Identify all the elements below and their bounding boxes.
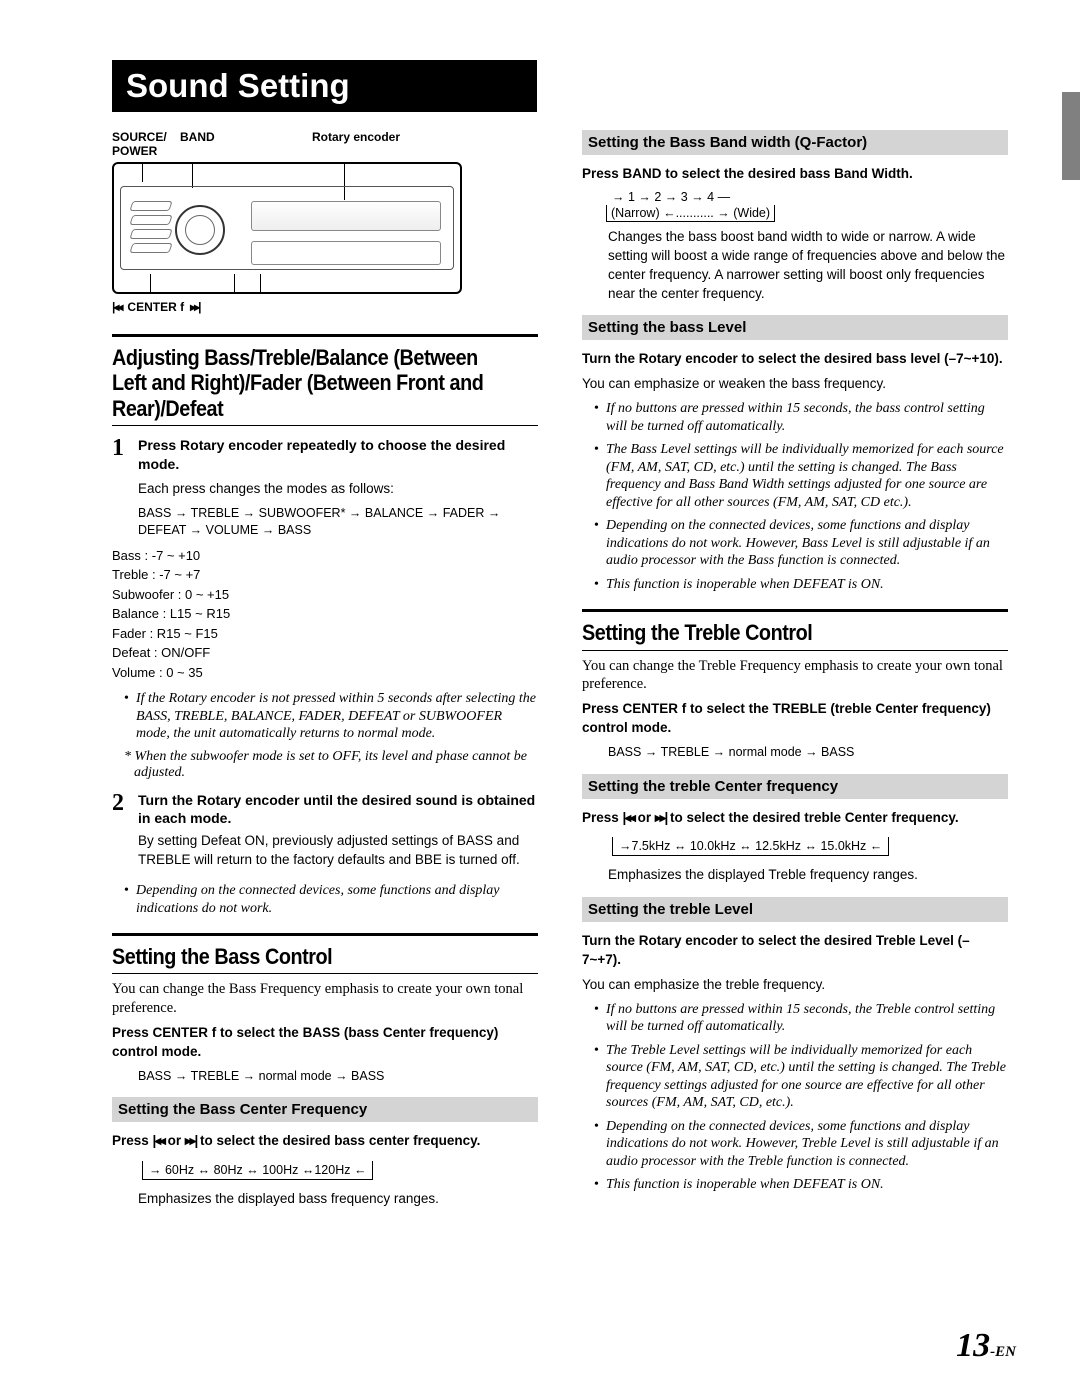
step1-star-note: * When the subwoofer mode is set to OFF,… [124,749,538,781]
list-item: This function is inoperable when DEFEAT … [594,1176,1008,1194]
section-adjust-title: Adjusting Bass/Treble/Balance (Between L… [112,345,495,421]
q-press: Press BAND to select the desired bass Ba… [582,165,1008,184]
treble-seq: BASS → TREBLE → normal mode → BASS [608,744,1008,762]
subhead-q-factor: Setting the Bass Band width (Q-Factor) [582,130,1008,155]
list-item: If no buttons are pressed within 15 seco… [594,400,1008,435]
page-number: 13-EN [956,1327,1016,1365]
bass-freq-box: → 60Hz ↔ 80Hz ↔ 100Hz ↔120Hz ← [142,1161,373,1180]
bass-center-press: Press |◂◂ or ▸▸| to select the desired b… [112,1132,538,1151]
step1-ranges: Bass : -7 ~ +10 Treble : -7 ~ +7 Subwoof… [112,546,538,683]
list-item: The Treble Level settings will be indivi… [594,1042,1008,1112]
treble-out: Emphasizes the displayed Treble frequenc… [608,866,1008,885]
step1-note: If the Rotary encoder is not pressed wit… [124,690,538,743]
next-icon: ▸▸| [185,1133,196,1148]
list-item: If no buttons are pressed within 15 seco… [594,1001,1008,1036]
page-title: Sound Setting [126,67,350,105]
list-item: The Bass Level settings will be individu… [594,441,1008,511]
treble-level-desc: You can emphasize the treble frequency. [582,976,1008,995]
list-item: Depending on the connected devices, some… [594,517,1008,570]
step2-note: Depending on the connected devices, some… [124,882,538,917]
blevel-desc: You can emphasize or weaken the bass fre… [582,375,1008,394]
prev-icon: |◂◂ [623,810,634,825]
device-bottom-labels: |◂◂ CENTER f ▸▸| [112,300,538,314]
page-title-bar: Sound Setting [112,60,537,112]
treble-bullets: If no buttons are pressed within 15 seco… [594,1001,1008,1194]
device-top-labels: SOURCE/POWER BAND Rotary encoder [112,130,538,158]
bass-freq-out: Emphasizes the displayed bass frequency … [138,1190,538,1209]
next-icon: ▸▸| [190,300,199,314]
treble-intro: You can change the Treble Frequency emph… [582,657,1008,695]
blevel-turn: Turn the Rotary encoder to select the de… [582,350,1008,369]
step1-desc: Each press changes the modes as follows: [138,480,538,499]
step-number: 2 [112,791,138,877]
rotary-knob-icon [175,205,225,255]
right-column: Setting the Bass Band width (Q-Factor) P… [582,130,1008,1215]
subhead-bass-center: Setting the Bass Center Frequency [112,1097,538,1122]
label-power: POWER [112,144,157,158]
label-rotary: Rotary encoder [312,130,400,158]
band-diagram: → 1 → 2 → 3 → 4 — (Narrow) ←........... … [602,190,1008,222]
device-screen [251,201,441,231]
bass-intro: You can change the Bass Frequency emphas… [112,980,538,1018]
section-bass-control: Setting the Bass Control [112,944,495,969]
blevel-bullets: If no buttons are pressed within 15 seco… [594,400,1008,593]
subhead-treble-center: Setting the treble Center frequency [582,774,1008,799]
thumb-tab [1062,92,1080,180]
left-column: SOURCE/POWER BAND Rotary encoder |◂◂ CEN… [112,130,538,1215]
label-center-f: CENTER f [127,300,184,314]
label-source: SOURCE/ [112,130,167,144]
device-buttons [131,201,171,257]
treble-center-press: Press |◂◂ or ▸▸| to select the desired t… [582,809,1008,828]
device-slot [251,241,441,265]
section-treble-control: Setting the Treble Control [582,620,965,645]
step-2: 2 Turn the Rotary encoder until the desi… [112,791,538,877]
list-item: This function is inoperable when DEFEAT … [594,576,1008,594]
device-figure [112,162,462,294]
subhead-bass-level: Setting the bass Level [582,315,1008,340]
device-body [120,186,454,270]
step-1: 1 Press Rotary encoder repeatedly to cho… [112,436,538,474]
label-band: BAND [180,130,312,158]
step2-desc: By setting Defeat ON, previously adjuste… [138,832,538,870]
bass-seq: BASS → TREBLE → normal mode → BASS [138,1068,538,1086]
subhead-treble-level: Setting the treble Level [582,897,1008,922]
treble-level-turn: Turn the Rotary encoder to select the de… [582,932,1008,970]
next-icon: ▸▸| [655,810,666,825]
step-number: 1 [112,436,138,474]
q-desc: Changes the bass boost band width to wid… [608,228,1008,304]
prev-icon: |◂◂ [153,1133,164,1148]
step1-seq: BASS → TREBLE → SUBWOOFER* → BALANCE → F… [138,505,538,540]
treble-press: Press CENTER f to select the TREBLE (tre… [582,700,1008,738]
treble-freq-box: →7.5kHz ↔ 10.0kHz ↔ 12.5kHz ↔ 15.0kHz ← [612,837,889,856]
list-item: Depending on the connected devices, some… [594,1118,1008,1171]
prev-icon: |◂◂ [112,300,121,314]
bass-press: Press CENTER f to select the BASS (bass … [112,1024,538,1062]
